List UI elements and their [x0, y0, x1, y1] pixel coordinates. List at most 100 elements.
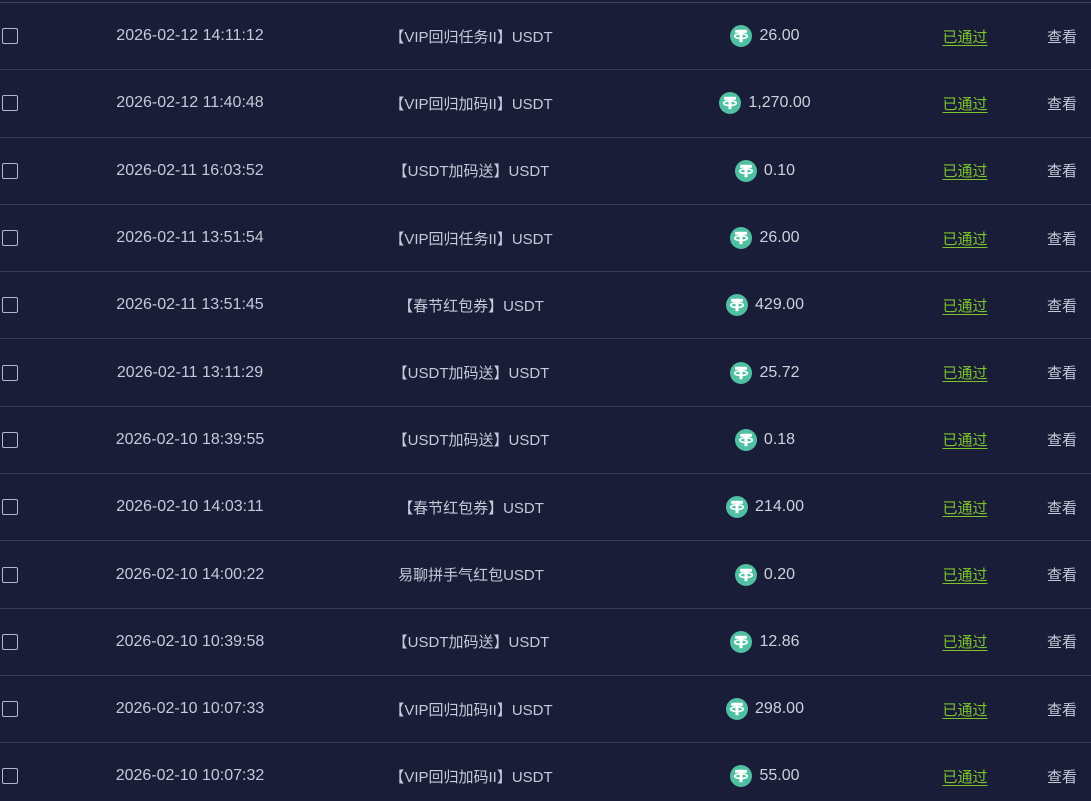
row-amount-cell: 429.00 [602, 294, 928, 317]
row-description: 【VIP回归加码II】USDT [389, 768, 553, 786]
row-amount-cell: 55.00 [602, 765, 928, 788]
row-checkbox[interactable] [2, 162, 18, 179]
row-checkbox-cell [0, 499, 40, 516]
row-amount-cell: 1,270.00 [602, 92, 928, 115]
row-amount-cell: 26.00 [602, 25, 928, 48]
row-action-cell: 查看 [1002, 766, 1091, 787]
table-row: 2026-02-10 10:07:33 【VIP回归加码II】USDT 298.… [0, 676, 1091, 744]
row-action-cell: 查看 [1002, 564, 1091, 585]
table-row: 2026-02-10 10:39:58 【USDT加码送】USDT 12.86 … [0, 609, 1091, 676]
status-badge: 已通过 [942, 701, 988, 719]
row-description: 【VIP回归任务II】USDT [389, 230, 553, 248]
row-timestamp: 2026-02-10 14:00:22 [115, 565, 265, 583]
status-badge: 已通过 [942, 365, 988, 383]
view-link[interactable]: 查看 [1046, 230, 1077, 248]
row-description: 【USDT加码送】USDT [392, 432, 550, 450]
row-checkbox[interactable] [2, 768, 18, 785]
tether-usdt-icon [730, 630, 753, 653]
row-checkbox-cell [0, 28, 40, 45]
row-status-cell: 已通过 [928, 699, 1002, 720]
row-status-cell: 已通过 [928, 497, 1002, 518]
tether-usdt-icon [726, 698, 749, 721]
view-link[interactable]: 查看 [1046, 499, 1077, 517]
row-action-cell: 查看 [1002, 631, 1091, 652]
row-description: 【VIP回归加码II】USDT [389, 95, 553, 113]
row-status-cell: 已通过 [928, 631, 1002, 652]
row-timestamp: 2026-02-11 13:51:45 [116, 296, 264, 314]
row-amount-cell: 25.72 [602, 361, 928, 384]
tether-usdt-icon [730, 25, 753, 48]
row-action-cell: 查看 [1002, 497, 1091, 518]
view-link[interactable]: 查看 [1046, 297, 1077, 315]
tether-usdt-icon [726, 496, 749, 519]
row-status-cell: 已通过 [928, 564, 1002, 585]
row-amount: 298.00 [755, 700, 804, 718]
row-amount-cell: 0.10 [602, 159, 928, 182]
tether-usdt-icon [734, 159, 757, 182]
row-description: 易聊拼手气红包USDT [398, 567, 544, 585]
view-link[interactable]: 查看 [1046, 432, 1077, 450]
row-amount-cell: 214.00 [602, 496, 928, 519]
row-amount: 26.00 [759, 27, 800, 45]
row-timestamp: 2026-02-10 18:39:55 [115, 430, 265, 448]
status-badge: 已通过 [942, 634, 988, 652]
row-action-cell: 查看 [1002, 228, 1091, 249]
row-description: 【USDT加码送】USDT [392, 163, 550, 181]
row-action-cell: 查看 [1002, 160, 1091, 181]
view-link[interactable]: 查看 [1046, 567, 1077, 585]
status-badge: 已通过 [942, 432, 988, 450]
row-description: 【春节红包券】USDT [398, 297, 544, 315]
tether-usdt-icon [734, 563, 757, 586]
row-checkbox[interactable] [2, 431, 18, 448]
row-description: 【VIP回归任务II】USDT [389, 28, 553, 46]
view-link[interactable]: 查看 [1046, 365, 1077, 383]
row-amount: 214.00 [755, 498, 804, 516]
row-checkbox[interactable] [2, 95, 18, 112]
tether-usdt-icon [730, 361, 753, 384]
view-link[interactable]: 查看 [1046, 163, 1077, 181]
view-link[interactable]: 查看 [1046, 768, 1077, 786]
view-link[interactable]: 查看 [1046, 701, 1077, 719]
row-checkbox-cell [0, 364, 40, 381]
status-badge: 已通过 [942, 28, 988, 46]
row-checkbox[interactable] [2, 230, 18, 247]
row-amount-cell: 26.00 [602, 227, 928, 250]
row-status-cell: 已通过 [928, 362, 1002, 383]
row-checkbox[interactable] [2, 633, 18, 650]
status-badge: 已通过 [942, 297, 988, 315]
row-amount: 0.10 [763, 161, 796, 179]
row-action-cell: 查看 [1002, 699, 1091, 720]
row-action-cell: 查看 [1002, 93, 1091, 114]
tether-usdt-icon [730, 227, 753, 250]
row-status-cell: 已通过 [928, 93, 1002, 114]
tether-usdt-icon [734, 428, 757, 451]
row-action-cell: 查看 [1002, 362, 1091, 383]
row-amount: 55.00 [759, 767, 800, 785]
table-row: 2026-02-10 18:39:55 【USDT加码送】USDT 0.18 已… [0, 407, 1091, 475]
row-timestamp: 2026-02-11 13:51:54 [116, 229, 264, 247]
status-badge: 已通过 [942, 230, 988, 248]
table-row: 2026-02-10 14:03:11 【春节红包券】USDT 214.00 已… [0, 474, 1091, 542]
view-link[interactable]: 查看 [1046, 95, 1077, 113]
row-checkbox[interactable] [2, 499, 18, 516]
row-action-cell: 查看 [1002, 429, 1091, 450]
tether-usdt-icon [730, 765, 753, 788]
row-checkbox-cell [0, 701, 40, 718]
row-checkbox-cell [0, 566, 40, 583]
status-badge: 已通过 [942, 567, 988, 585]
view-link[interactable]: 查看 [1046, 28, 1077, 46]
row-action-cell: 查看 [1002, 295, 1091, 316]
tether-usdt-icon [726, 294, 749, 317]
row-checkbox[interactable] [2, 297, 18, 314]
status-badge: 已通过 [942, 95, 988, 113]
row-checkbox[interactable] [2, 701, 18, 718]
row-amount: 1,270.00 [748, 94, 811, 112]
row-checkbox[interactable] [2, 28, 18, 45]
view-link[interactable]: 查看 [1046, 634, 1077, 652]
status-badge: 已通过 [942, 499, 988, 517]
row-checkbox[interactable] [2, 566, 18, 583]
row-timestamp: 2026-02-10 10:07:33 [115, 700, 265, 718]
row-checkbox[interactable] [2, 364, 18, 381]
row-amount: 26.00 [759, 229, 800, 247]
